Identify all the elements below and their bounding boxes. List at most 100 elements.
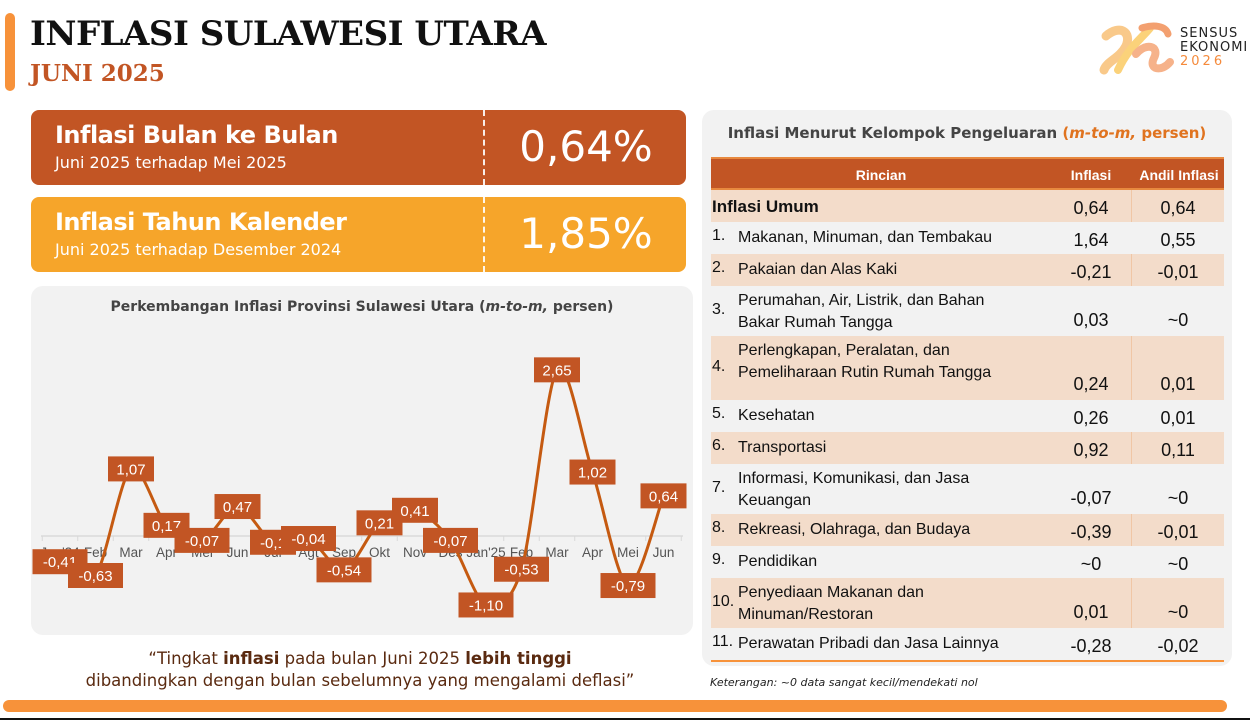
data-label: 0,17: [143, 512, 190, 538]
kpi-label: Inflasi Bulan ke Bulan: [55, 121, 338, 149]
row-name: Pakaian dan Alas Kaki: [738, 261, 898, 278]
row-andil: ~0: [1167, 488, 1189, 508]
logo-line-2: EKONOMI: [1180, 40, 1249, 55]
row-inflasi: -0,07: [1070, 488, 1112, 508]
row-number: 8.: [712, 519, 726, 536]
row-andil: 0,01: [1160, 374, 1196, 394]
svg-text:-0,1: -0,1: [260, 535, 286, 552]
row-name: Informasi, Komunikasi, dan Jasa Keuangan: [738, 470, 970, 509]
row-andil: ~0: [1167, 554, 1189, 574]
data-label: -1,10: [458, 592, 514, 618]
table-row: 11. Perawatan Pribadi dan Jasa Lainnya -0,…: [711, 628, 1224, 660]
row-name: Makanan, Minuman, dan Tembakau: [738, 229, 993, 246]
table-row: 3. Perumahan, Air, Listrik, dan Bahan Baka…: [711, 286, 1224, 336]
logo-year: 2026: [1180, 54, 1226, 69]
row-andil: ~0: [1167, 602, 1189, 622]
column-divider: [1131, 578, 1132, 628]
row-number: 3.: [712, 301, 726, 318]
row-andil: 0,55: [1160, 230, 1196, 250]
kpi-month-to-month: Inflasi Bulan ke Bulan Juni 2025 terhada…: [31, 110, 686, 185]
row-inflasi: 0,64: [1073, 198, 1109, 218]
row-inflasi: -0,39: [1070, 522, 1112, 542]
kpi-divider: [483, 197, 485, 272]
svg-text:1,02: 1,02: [578, 465, 607, 482]
svg-text:-0,53: -0,53: [504, 562, 538, 579]
x-tick-label: Mei: [617, 545, 639, 560]
table-row: 1. Makanan, Minuman, dan Tembakau 1,64 0,55: [711, 222, 1224, 254]
table-title: Inflasi Menurut Kelompok Pengeluaran (m-…: [727, 124, 1207, 142]
x-tick-label: Apr: [582, 545, 604, 560]
row-andil: 0,01: [1160, 408, 1196, 428]
table-row: 8. Rekreasi, Olahraga, dan Budaya -0,39 -0,…: [711, 514, 1224, 546]
kpi-label: Inflasi Tahun Kalender: [55, 208, 347, 236]
row-name: Penyediaan Makanan dan Minuman/Restoran: [738, 584, 924, 623]
x-tick-label: Feb: [84, 545, 107, 560]
inflation-line-chart: Jan'24FebMarAprMeiJunJulAgtSepOktNovDesJ…: [32, 357, 687, 618]
row-inflasi: -0,21: [1070, 262, 1112, 282]
table-row: 9. Pendidikan ~0 ~0: [711, 546, 1224, 578]
x-tick-label: Okt: [369, 545, 390, 560]
table-row: 10. Penyediaan Makanan dan Minuman/Restora…: [711, 578, 1224, 628]
data-label: -0,79: [600, 573, 656, 599]
row-inflasi: 0,24: [1073, 374, 1109, 394]
row-number: 7.: [712, 479, 726, 496]
svg-text:-0,79: -0,79: [611, 578, 645, 595]
svg-text:-0,07: -0,07: [185, 533, 219, 550]
chart-title: Perkembangan Inflasi Provinsi Sulawesi U…: [110, 299, 614, 315]
kpi-year-to-date: Inflasi Tahun Kalender Juni 2025 terhada…: [31, 197, 686, 272]
row-number: 11.: [712, 633, 734, 650]
page-subtitle: JUNI 2025: [30, 60, 165, 87]
ribbon-logo-icon: [1099, 22, 1174, 75]
x-tick-label: Jun: [653, 545, 675, 560]
header-rincian: Rincian: [855, 167, 907, 183]
data-label: 0,47: [214, 494, 261, 520]
row-andil: -0,01: [1157, 262, 1199, 282]
data-label: 1,02: [569, 459, 616, 485]
row-inflasi: ~0: [1080, 554, 1102, 574]
x-tick-label: Apr: [156, 545, 178, 560]
data-label: -0,07: [423, 527, 478, 553]
expenditure-group-table: Rincian Inflasi Andil Inflasi Inflasi Um…: [711, 157, 1224, 662]
column-divider: [1131, 336, 1132, 400]
sensus-ekonomi-logo: SENSUS EKONOMI 2026: [1098, 18, 1248, 78]
data-label: -0,07: [174, 527, 230, 553]
row-andil: ~0: [1167, 310, 1189, 330]
x-tick-label: Mar: [119, 545, 143, 560]
row-name: Rekreasi, Olahraga, dan Budaya: [738, 521, 971, 538]
svg-text:0,64: 0,64: [649, 488, 678, 505]
data-label: 2,65: [534, 357, 580, 383]
data-label: 1,07: [108, 456, 154, 482]
page-title: INFLASI SULAWESI UTARA: [30, 14, 547, 54]
table-row: 2. Pakaian dan Alas Kaki -0,21 -0,01: [711, 254, 1224, 286]
data-label: 0,64: [640, 483, 687, 509]
svg-text:2,65: 2,65: [542, 362, 571, 379]
table-row: 6. Transportasi 0,92 0,11: [711, 432, 1224, 464]
row-number: 6.: [712, 437, 726, 454]
logo-text: SENSUS EKONOMI 2026: [1180, 27, 1248, 69]
kpi-sublabel: Juni 2025 terhadap Mei 2025: [55, 153, 287, 172]
row-name: Kesehatan: [738, 407, 815, 424]
svg-text:-0,04: -0,04: [291, 531, 325, 548]
row-inflasi: -0,28: [1070, 636, 1112, 656]
svg-text:-0,54: -0,54: [327, 562, 361, 579]
row-number: 2.: [712, 259, 726, 276]
svg-text:0,17: 0,17: [152, 518, 181, 535]
row-andil: 0,11: [1161, 440, 1195, 460]
row-inflasi: 0,26: [1073, 408, 1109, 428]
table-row: 4. Perlengkapan, Peralatan, dan Pemelihara…: [711, 336, 1224, 400]
row-number: 1.: [712, 227, 726, 244]
table-header: Rincian Inflasi Andil Inflasi: [711, 157, 1224, 190]
inflation-chart-card: Perkembangan Inflasi Provinsi Sulawesi U…: [31, 286, 693, 635]
x-tick-label: Sep: [332, 545, 356, 560]
x-tick-label: Nov: [403, 545, 427, 560]
row-name: Pendidikan: [738, 553, 818, 570]
table-row-total: Inflasi Umum 0,64 0,64: [711, 190, 1224, 222]
row-inflasi: 1,64: [1073, 230, 1109, 250]
header-andil: Andil Inflasi: [1139, 167, 1219, 183]
summary-quote: “Tingkat inflasi pada bulan Juni 2025 le…: [85, 649, 635, 690]
column-divider: [1131, 254, 1132, 286]
x-tick-label: Mar: [545, 545, 569, 560]
data-label: -0,53: [494, 556, 549, 582]
header-inflasi: Inflasi: [1070, 167, 1112, 183]
svg-text:0,41: 0,41: [400, 503, 429, 520]
